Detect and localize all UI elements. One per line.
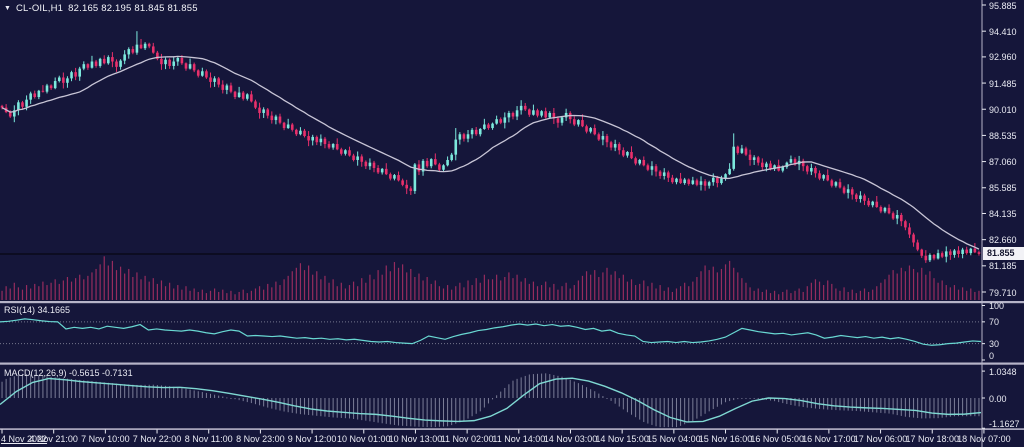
rsi-axis-label: 0: [989, 351, 995, 361]
time-axis-label: 10 Nov 01:00: [336, 434, 391, 444]
time-axis-label: 11 Nov 02:00: [440, 434, 494, 444]
time-axis-label: 8 Nov 23:00: [236, 434, 285, 444]
time-axis-label: 14 Nov 03:00: [543, 434, 598, 444]
price-axis[interactable]: 95.885 94.410 92.960 91.485 90.010 88.535 87.0…: [982, 0, 1024, 447]
time-axis-label: 10 Nov 13:00: [388, 434, 443, 444]
price-axis-label: 90.010: [989, 104, 1017, 115]
time-axis-label: 4 Nov 21:00: [29, 434, 78, 444]
rsi-axis-label: 70: [989, 317, 1000, 328]
price-axis-label: 82.660: [989, 235, 1017, 246]
time-axis-label: 14 Nov 15:00: [595, 434, 649, 444]
time-axis-label: 11 Nov 14:00: [492, 434, 546, 444]
price-axis-label: 85.585: [989, 183, 1017, 194]
macd-axis-label: -1.1627: [989, 418, 1020, 429]
rsi-indicator-label: RSI(14) 34.1665: [4, 305, 71, 315]
time-axis-label: 16 Nov 05:00: [750, 434, 804, 444]
ohlc-readout: 82.165 82.195 81.845 81.855: [68, 3, 198, 14]
symbol-dropdown-icon[interactable]: ▼: [4, 4, 11, 12]
time-axis-label: 7 Nov 10:00: [81, 434, 130, 444]
time-axis-label: 15 Nov 16:00: [698, 434, 753, 444]
time-axis-label: 15 Nov 04:00: [647, 434, 701, 444]
price-axis-label: 92.960: [989, 52, 1017, 63]
price-axis-label: 95.885: [989, 0, 1017, 11]
macd-axis-label: 1.0348: [989, 366, 1017, 377]
rsi-pane[interactable]: [0, 304, 982, 362]
symbol-timeframe-label: CL-OIL,H1: [15, 3, 64, 14]
time-axis-label: 16 Nov 17:00: [802, 434, 856, 444]
macd-pane[interactable]: [0, 365, 982, 428]
time-axis-label: 17 Nov 18:00: [905, 434, 960, 444]
price-axis-label: 81.185: [989, 261, 1017, 272]
chart-title-bar: ▼ CL-OIL,H1 82.165 82.195 81.845 81.855: [4, 3, 198, 14]
time-axis-label: 4 Nov 2022: [1, 434, 48, 444]
time-axis[interactable]: 4 Nov 2022 4 Nov 21:00 7 Nov 10:00 7 Nov 22…: [0, 429, 1024, 447]
price-axis-label: 94.410: [989, 26, 1017, 37]
rsi-axis-label: 100: [989, 301, 1005, 311]
macd-axis-label: 0.00: [989, 393, 1007, 404]
price-axis-label: 79.710: [989, 287, 1017, 298]
current-price-tag: 81.855: [983, 247, 1024, 261]
price-axis-label: 87.060: [989, 157, 1017, 168]
price-pane[interactable]: [0, 0, 982, 301]
macd-indicator-label: MACD(12,26,9) -0.5615 -0.7131: [4, 368, 133, 378]
time-axis-label: 9 Nov 12:00: [287, 434, 337, 444]
price-axis-label: 84.135: [989, 208, 1017, 219]
price-axis-label: 91.485: [989, 78, 1017, 89]
time-axis-label: 18 Nov 07:00: [957, 434, 1011, 444]
price-axis-label: 88.535: [989, 130, 1017, 141]
time-axis-label: 7 Nov 22:00: [132, 434, 182, 444]
rsi-axis-label: 30: [989, 339, 1000, 350]
time-axis-label: 8 Nov 11:00: [184, 434, 233, 444]
time-axis-label: 17 Nov 06:00: [853, 434, 908, 444]
